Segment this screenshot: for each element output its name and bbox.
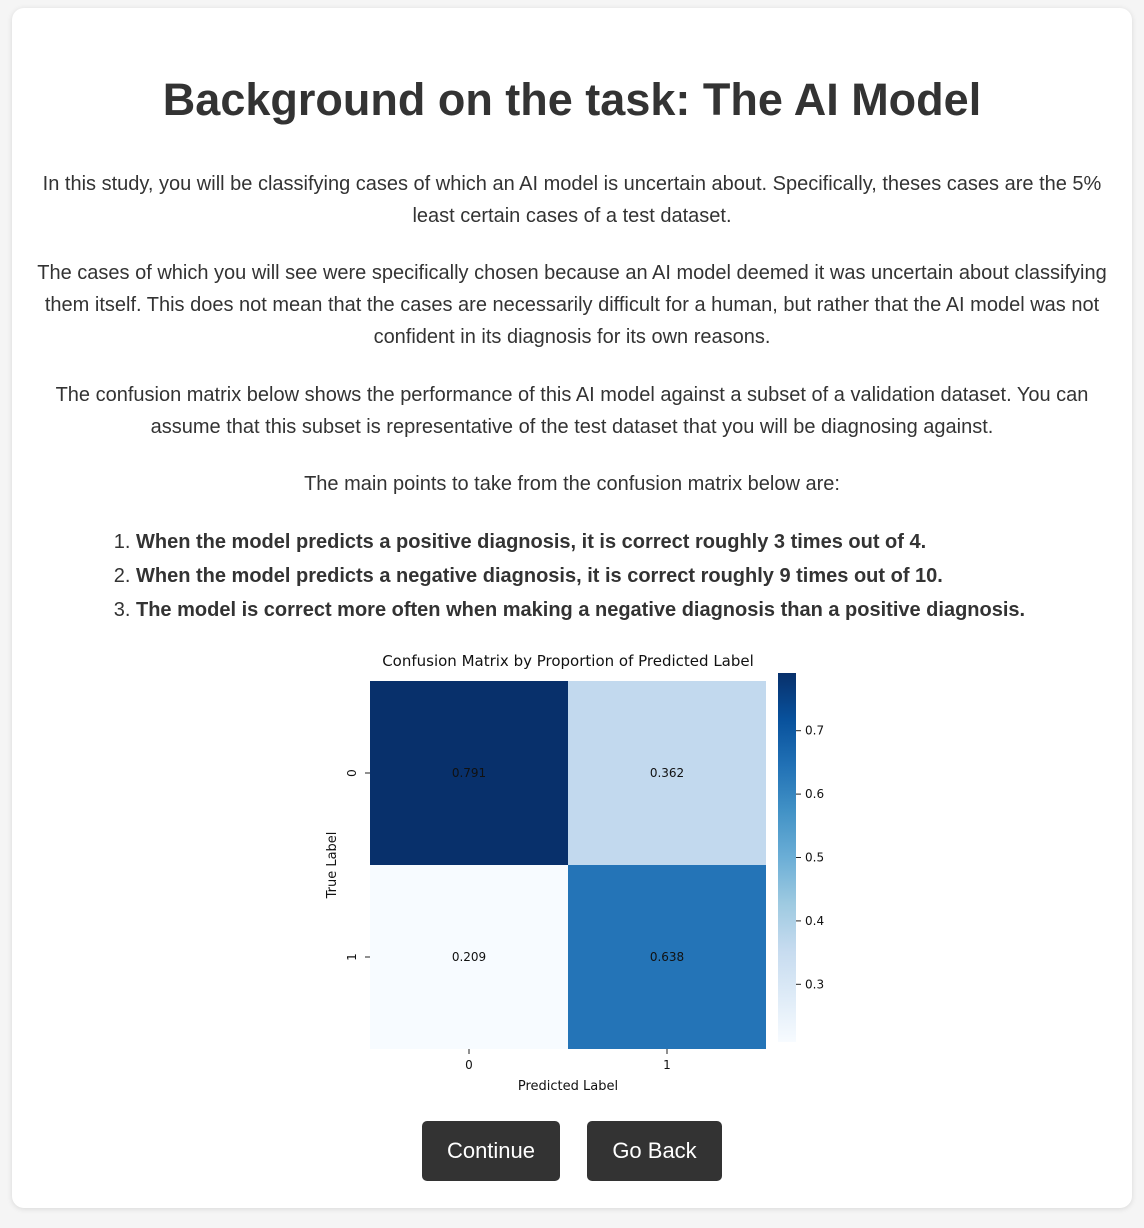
cell-value-label: 0.638 <box>650 950 684 964</box>
main-points-intro: The main points to take from the confusi… <box>304 473 840 495</box>
y-tick-label: 0 <box>345 769 359 777</box>
list-item: When the model predicts a negative diagn… <box>136 559 1144 593</box>
colorbar-tick-label: 0.3 <box>805 977 824 991</box>
heatmap-cell <box>568 681 766 865</box>
cell-value-label: 0.209 <box>452 950 486 964</box>
matrix-paragraph: The confusion matrix below shows the per… <box>55 384 1089 438</box>
heatmap-cell <box>370 865 568 1049</box>
x-tick-label: 0 <box>465 1058 473 1072</box>
x-tick-label: 1 <box>663 1058 671 1072</box>
chart-title: Confusion Matrix by Proportion of Predic… <box>382 652 754 670</box>
selection-paragraph: The cases of which you will see were spe… <box>37 262 1107 348</box>
main-points-list: When the model predicts a positive diagn… <box>112 525 1144 627</box>
content-card: Background on the task: The AI Model In … <box>12 8 1132 1208</box>
y-axis-label: True Label <box>325 832 340 900</box>
go-back-button[interactable]: Go Back <box>587 1121 722 1181</box>
colorbar-tick-label: 0.7 <box>805 724 824 738</box>
colorbar-tick-label: 0.4 <box>805 914 824 928</box>
list-item: When the model predicts a positive diagn… <box>136 525 1144 559</box>
x-axis-label: Predicted Label <box>518 1079 618 1094</box>
colorbar <box>778 673 796 1042</box>
y-tick-label: 1 <box>345 953 359 961</box>
continue-button[interactable]: Continue <box>422 1121 560 1181</box>
page-title: Background on the task: The AI Model <box>162 74 982 125</box>
cell-value-label: 0.791 <box>452 766 486 780</box>
colorbar-tick-label: 0.5 <box>805 851 824 865</box>
intro-paragraph: In this study, you will be classifying c… <box>42 173 1102 227</box>
list-item: The model is correct more often when mak… <box>136 593 1144 627</box>
heatmap-cell <box>370 681 568 865</box>
heatmap-cell <box>568 865 766 1049</box>
confusion-matrix-chart: Confusion Matrix by Proportion of Predic… <box>325 652 824 1094</box>
cell-value-label: 0.362 <box>650 766 684 780</box>
colorbar-tick-label: 0.6 <box>805 787 824 801</box>
